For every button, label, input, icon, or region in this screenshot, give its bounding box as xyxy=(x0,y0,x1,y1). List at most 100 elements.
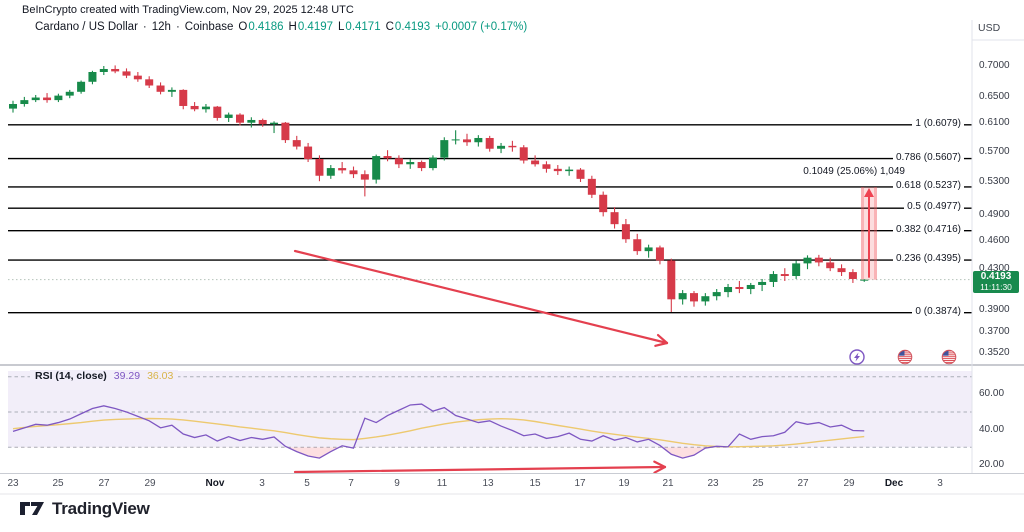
candle[interactable] xyxy=(156,82,165,95)
candle[interactable] xyxy=(167,87,176,97)
ohlc-open: O 0.4186 xyxy=(238,21,284,33)
candle[interactable] xyxy=(440,137,449,161)
candle[interactable] xyxy=(9,100,17,113)
candle[interactable] xyxy=(667,258,676,313)
candle[interactable] xyxy=(417,160,426,172)
us-flag-icon[interactable] xyxy=(897,349,913,365)
legend-separator: · xyxy=(142,21,147,33)
candle[interactable] xyxy=(270,121,279,134)
rsi-trend-arrow xyxy=(293,460,667,474)
candle[interactable] xyxy=(814,254,823,267)
candle[interactable] xyxy=(803,255,812,270)
candle[interactable] xyxy=(474,135,483,147)
candle[interactable] xyxy=(576,168,585,182)
candle[interactable] xyxy=(236,113,244,126)
bar-countdown: 11:11:30 xyxy=(980,281,1012,292)
candle[interactable] xyxy=(508,140,517,152)
candle[interactable] xyxy=(553,165,562,175)
candle[interactable] xyxy=(451,130,460,145)
candle[interactable] xyxy=(122,68,131,79)
candle[interactable] xyxy=(145,76,154,89)
rsi-scale-tick: 20.00 xyxy=(979,458,1005,470)
candle[interactable] xyxy=(497,142,506,154)
candle[interactable] xyxy=(224,112,233,123)
candle[interactable] xyxy=(644,244,653,258)
fib-retracement-lines[interactable] xyxy=(8,124,972,314)
candle[interactable] xyxy=(610,207,619,229)
candle[interactable] xyxy=(860,279,869,282)
candle[interactable] xyxy=(701,293,710,306)
candle[interactable] xyxy=(599,191,608,217)
candle[interactable] xyxy=(349,166,358,179)
candle[interactable] xyxy=(99,66,108,76)
event-flash-icon[interactable] xyxy=(849,349,865,365)
candle[interactable] xyxy=(542,161,551,173)
candle[interactable] xyxy=(690,291,698,307)
candle[interactable] xyxy=(531,155,540,167)
candle[interactable] xyxy=(201,104,210,113)
candle[interactable] xyxy=(77,80,86,94)
candle[interactable] xyxy=(655,245,664,265)
candle[interactable] xyxy=(247,117,256,128)
candle[interactable] xyxy=(65,89,74,99)
candle[interactable] xyxy=(133,71,142,82)
symbol-legend[interactable]: Cardano / US Dollar · 12h · Coinbase O 0.… xyxy=(35,21,527,33)
candle[interactable] xyxy=(826,257,835,272)
time-label: 3 xyxy=(937,478,943,489)
fib-level-label: 0.236 (0.4395) xyxy=(892,253,964,265)
time-label: 27 xyxy=(797,478,809,489)
candle[interactable] xyxy=(338,162,347,174)
tradingview-footer[interactable]: TradingView xyxy=(20,498,150,519)
candle[interactable] xyxy=(769,271,778,287)
candle[interactable] xyxy=(633,233,642,255)
candle[interactable] xyxy=(621,218,630,243)
candle[interactable] xyxy=(394,155,403,169)
candle[interactable] xyxy=(519,145,528,164)
price-tick: 0.7000 xyxy=(979,60,1010,71)
candle[interactable] xyxy=(565,166,574,176)
candle[interactable] xyxy=(428,155,437,171)
candle[interactable] xyxy=(326,165,335,179)
rsi-scale-tick: 60.00 xyxy=(979,388,1005,400)
candle[interactable] xyxy=(88,70,97,85)
candle[interactable] xyxy=(792,260,801,279)
time-label: 11 xyxy=(436,478,448,489)
candle[interactable] xyxy=(837,264,846,277)
candle[interactable] xyxy=(746,282,755,295)
candle[interactable] xyxy=(179,89,188,110)
candle[interactable] xyxy=(43,93,52,103)
candle[interactable] xyxy=(315,155,324,182)
last-price-value: 0.4193 xyxy=(980,271,1012,282)
candle[interactable] xyxy=(712,289,721,301)
candle[interactable] xyxy=(758,278,767,292)
candle[interactable] xyxy=(587,175,596,199)
us-flag-icon[interactable] xyxy=(941,349,957,365)
candle[interactable] xyxy=(190,102,199,112)
candle[interactable] xyxy=(360,170,369,197)
candle[interactable] xyxy=(111,65,120,74)
currency-label[interactable]: USD xyxy=(978,22,1001,34)
candle[interactable] xyxy=(463,133,471,146)
candle[interactable] xyxy=(780,268,789,281)
candle[interactable] xyxy=(213,105,222,121)
candle[interactable] xyxy=(292,135,301,150)
candle[interactable] xyxy=(485,135,494,152)
candle[interactable] xyxy=(848,269,857,283)
candle[interactable] xyxy=(20,96,29,107)
candlestick-series[interactable] xyxy=(9,65,869,313)
candle[interactable] xyxy=(31,94,40,103)
candle[interactable] xyxy=(678,290,687,305)
candle[interactable] xyxy=(372,154,381,184)
candle[interactable] xyxy=(724,283,733,298)
candle[interactable] xyxy=(383,150,392,162)
rsi-indicator-legend[interactable]: RSI (14, close) 39.29 36.03 xyxy=(30,370,179,382)
candle[interactable] xyxy=(281,122,290,143)
candle[interactable] xyxy=(735,280,744,294)
candle[interactable] xyxy=(406,159,415,169)
candle[interactable] xyxy=(304,142,313,163)
rsi-band-background xyxy=(8,371,972,448)
candle[interactable] xyxy=(54,93,63,103)
price-range-measure-tool[interactable] xyxy=(861,186,877,280)
candle[interactable] xyxy=(258,118,267,127)
